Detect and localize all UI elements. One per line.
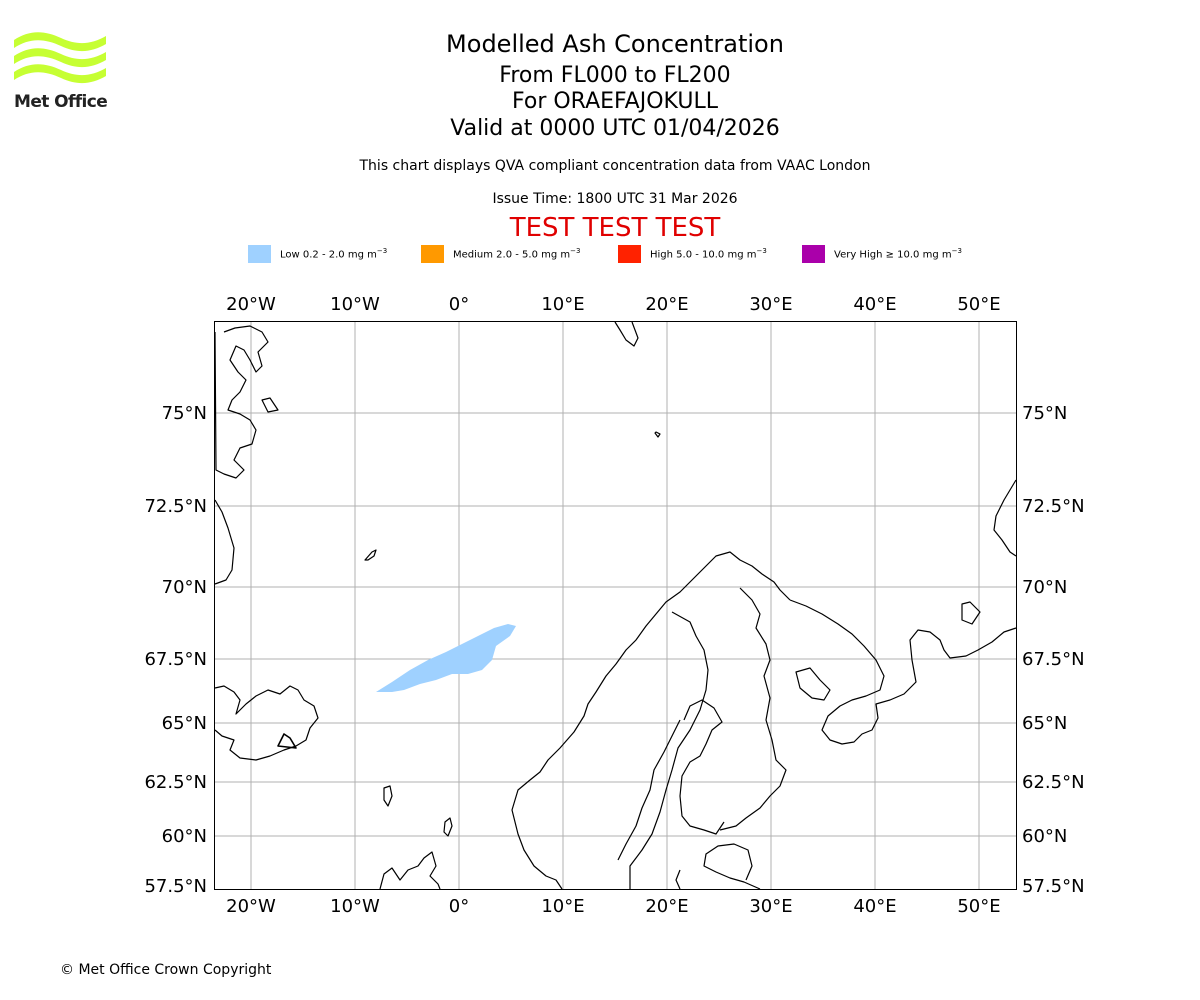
map-frame: [214, 321, 1017, 890]
ash-cloud-low: [376, 624, 516, 692]
coastlines: [214, 321, 1017, 890]
kola-coast: [789, 599, 1017, 745]
norway-coast: [511, 551, 791, 890]
lat-label: 62.5°N: [144, 772, 207, 793]
greenland-coast: [214, 325, 269, 479]
lat-label: 57.5°N: [1022, 876, 1085, 897]
legend-item-medium: Medium 2.0 - 5.0 mg m−3: [421, 244, 580, 264]
legend-label-high: High 5.0 - 10.0 mg m−3: [650, 247, 767, 261]
legend-item-very-high: Very High ≥ 10.0 mg m−3: [802, 244, 962, 264]
lon-label: 20°E: [645, 896, 688, 917]
lon-label: 20°E: [645, 294, 688, 315]
lat-label: 70°N: [1022, 577, 1067, 598]
legend-swatch-low: [248, 245, 271, 263]
lat-label: 62.5°N: [1022, 772, 1085, 793]
lon-label: 30°E: [749, 294, 792, 315]
right-latitude-labels: 75°N 72.5°N 70°N 67.5°N 65°N 62.5°N 60°N…: [1022, 403, 1085, 897]
top-longitude-labels: 20°W 10°W 0° 10°E 20°E 30°E 40°E 50°E: [226, 294, 1000, 315]
lat-label: 65°N: [1022, 713, 1067, 734]
lat-label: 72.5°N: [1022, 496, 1085, 517]
lon-label: 10°E: [541, 294, 584, 315]
lat-label: 75°N: [162, 403, 207, 424]
lon-label: 40°E: [853, 294, 896, 315]
legend-item-low: Low 0.2 - 2.0 mg m−3: [248, 244, 387, 264]
gulf-of-bothnia: [679, 699, 725, 835]
lon-label: 0°: [449, 896, 469, 917]
legend-swatch-medium: [421, 245, 444, 263]
lon-label: 10°W: [330, 294, 380, 315]
baltic-coast: [703, 843, 761, 890]
left-latitude-labels: 75°N 72.5°N 70°N 67.5°N 65°N 62.5°N 60°N…: [144, 403, 207, 897]
met-office-logo: Met Office: [14, 30, 108, 112]
lat-label: 70°N: [162, 577, 207, 598]
lon-label: 40°E: [853, 896, 896, 917]
lon-label: 30°E: [749, 896, 792, 917]
flight-level-range: From FL000 to FL200: [499, 63, 731, 88]
lon-label: 0°: [449, 294, 469, 315]
issue-time: Issue Time: 1800 UTC 31 Mar 2026: [492, 191, 738, 207]
lon-label: 20°W: [226, 294, 276, 315]
lon-label: 50°E: [957, 896, 1000, 917]
bottom-longitude-labels: 20°W 10°W 0° 10°E 20°E 30°E 40°E 50°E: [226, 896, 1000, 917]
concentration-legend: Low 0.2 - 2.0 mg m−3 Medium 2.0 - 5.0 mg…: [0, 244, 1200, 264]
legend-swatch-very-high: [802, 245, 825, 263]
chart-title: Modelled Ash Concentration: [446, 30, 784, 58]
lon-label: 20°W: [226, 896, 276, 917]
lat-label: 57.5°N: [144, 876, 207, 897]
legend-swatch-high: [618, 245, 641, 263]
chart-subtitle: This chart displays QVA compliant concen…: [359, 158, 871, 174]
graticule: [215, 322, 1016, 889]
lat-label: 67.5°N: [144, 649, 207, 670]
ash-map: 20°W 10°W 0° 10°E 20°E 30°E 40°E 50°E 20…: [144, 294, 1085, 917]
lon-label: 10°E: [541, 896, 584, 917]
legend-label-very-high: Very High ≥ 10.0 mg m−3: [834, 247, 962, 261]
test-banner: TEST TEST TEST: [509, 213, 721, 243]
legend-item-high: High 5.0 - 10.0 mg m−3: [618, 244, 767, 264]
lat-label: 60°N: [162, 826, 207, 847]
copyright-notice: © Met Office Crown Copyright: [60, 962, 272, 978]
lat-label: 75°N: [1022, 403, 1067, 424]
lat-label: 65°N: [162, 713, 207, 734]
volcano-name: For ORAEFAJOKULL: [512, 89, 718, 114]
lat-label: 67.5°N: [1022, 649, 1085, 670]
jan-mayen-coast: [364, 549, 377, 561]
scotland-coast: [379, 851, 441, 890]
met-office-wave-icon: [14, 32, 106, 84]
lat-label: 72.5°N: [144, 496, 207, 517]
lon-label: 50°E: [957, 294, 1000, 315]
valid-time: Valid at 0000 UTC 01/04/2026: [450, 116, 780, 141]
legend-label-low: Low 0.2 - 2.0 mg m−3: [280, 247, 388, 261]
iceland-coast: [214, 685, 319, 761]
logo-text: Met Office: [14, 92, 108, 112]
legend-label-medium: Medium 2.0 - 5.0 mg m−3: [453, 247, 581, 261]
lat-label: 60°N: [1022, 826, 1067, 847]
svalbard-coast: [614, 321, 639, 347]
novaya-zemlya-coast: [993, 479, 1017, 557]
lon-label: 10°W: [330, 896, 380, 917]
